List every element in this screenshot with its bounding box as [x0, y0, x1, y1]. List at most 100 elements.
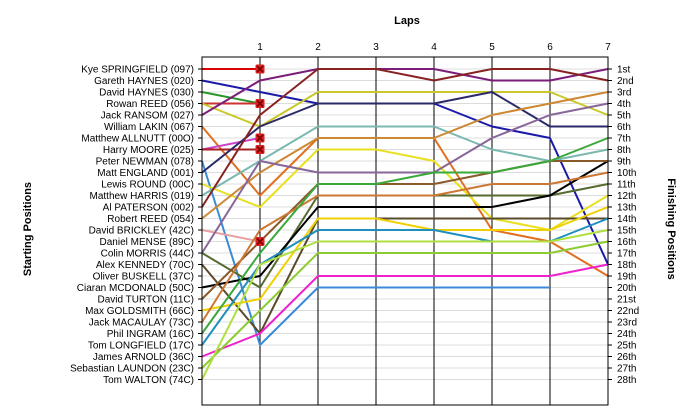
starting-position-label: Gareth HAYNES (020)	[94, 76, 194, 87]
retired-marker-cross	[256, 134, 264, 142]
series-line	[201, 160, 550, 346]
finishing-position-label: 19th	[617, 272, 636, 283]
series-line	[201, 68, 609, 208]
finishing-position-label: 25th	[617, 341, 636, 352]
y-axis-title-right: Finishing Positions	[665, 178, 677, 279]
starting-position-label: David TURTON (11C)	[97, 295, 194, 306]
starting-position-label: Tom LONGFIELD (17C)	[88, 341, 194, 352]
finishing-position-label: 21st	[617, 295, 636, 306]
series-line	[201, 171, 609, 323]
plot-frame	[201, 56, 609, 406]
starting-position-label: Alex KENNEDY (70C)	[96, 260, 194, 271]
finishing-position-label: 9th	[617, 157, 631, 168]
x-tick-label: 3	[373, 42, 379, 53]
starting-position-label: Ciaran MCDONALD (50C)	[77, 283, 194, 294]
x-tick-label: 2	[315, 42, 321, 53]
retired-marker-cross	[256, 99, 264, 108]
x-tick-label: 4	[431, 42, 437, 53]
series-line	[201, 160, 609, 289]
series-line	[201, 68, 609, 116]
y-axis-title-left: Starting Positions	[22, 182, 34, 276]
starting-position-label: Harry MOORE (025)	[103, 145, 194, 156]
starting-position-label: Matthew ALLNUTT (00O)	[81, 134, 194, 145]
series-line	[201, 91, 609, 220]
starting-position-label: Jack MACAULAY (73C)	[89, 318, 194, 329]
finishing-position-label: 5th	[617, 111, 631, 122]
retired-marker	[255, 99, 265, 108]
retired-marker-cross	[256, 65, 264, 73]
starting-position-label: Peter NEWMAN (078)	[96, 157, 194, 168]
finishing-position-label: 1st	[617, 65, 631, 76]
finishing-position-label: 12th	[617, 191, 636, 202]
finishing-position-label: 10th	[617, 168, 636, 179]
starting-position-label: Lewis ROUND (00C)	[101, 180, 194, 191]
x-tick-label: 7	[605, 42, 611, 53]
starting-position-label: Robert REED (054)	[107, 214, 194, 225]
retired-marker	[255, 237, 265, 246]
series-line	[201, 229, 609, 380]
starting-position-label: James ARNOLD (36C)	[93, 352, 194, 363]
starting-position-label: Phil INGRAM (16C)	[107, 329, 194, 340]
retired-marker	[255, 145, 265, 154]
finishing-position-label: 8th	[617, 145, 631, 156]
x-tick-label: 1	[257, 42, 263, 53]
series-line	[201, 240, 609, 369]
starting-position-label: David BRICKLEY (42C)	[89, 226, 194, 237]
series-line	[201, 91, 608, 174]
x-axis-title: Laps	[394, 15, 420, 27]
finishing-position-label: 20th	[617, 283, 636, 294]
finishing-position-label: 15th	[617, 226, 636, 237]
finishing-position-label: 18th	[617, 260, 636, 271]
finishing-position-label: 27th	[617, 364, 636, 375]
retired-markers	[255, 64, 265, 246]
series-line	[201, 206, 609, 312]
finishing-position-label: 3rd	[617, 88, 631, 99]
finishing-position-label: 14th	[617, 214, 636, 225]
series-line	[201, 102, 609, 254]
finishing-position-label: 26th	[617, 352, 636, 363]
finishing-position-label: 6th	[617, 122, 631, 133]
retired-marker	[255, 64, 265, 74]
axis-labels: 1 2 3 4 5 6 7 Kye SPRINGFIELD (097)Gareth HAYNE…	[70, 42, 639, 386]
retired-marker-cross	[256, 237, 264, 246]
series-line	[201, 137, 609, 335]
starting-position-label: Matt ENGLAND (001)	[97, 168, 194, 179]
finishing-position-label: 17th	[617, 249, 636, 260]
starting-position-label: Max GOLDSMITH (66C)	[85, 306, 194, 317]
starting-position-label: Jack RANSOM (027)	[101, 111, 194, 122]
starting-position-label: David HAYNES (030)	[99, 88, 194, 99]
finishing-position-label: 28th	[617, 375, 636, 386]
finishing-position-label: 2nd	[617, 76, 634, 87]
starting-position-label: Al PATERSON (002)	[103, 203, 194, 214]
starting-position-label: Sebastian LAUNDON (23C)	[70, 364, 194, 375]
finishing-position-label: 23rd	[617, 318, 637, 329]
starting-position-label: Oliver BUSKELL (37C)	[93, 272, 194, 283]
series-line	[201, 148, 609, 231]
finishing-position-label: 13th	[617, 203, 636, 214]
series-line	[201, 229, 261, 243]
x-tick-label: 5	[489, 42, 495, 53]
series-lines	[201, 68, 609, 380]
retired-marker-cross	[256, 145, 264, 154]
starting-position-label: Rowan REED (056)	[106, 99, 194, 110]
starting-position-label: Kye SPRINGFIELD (097)	[81, 65, 194, 76]
finishing-position-label: 22nd	[617, 306, 639, 317]
finishing-position-label: 7th	[617, 134, 631, 145]
series-line	[201, 217, 608, 335]
retired-marker	[255, 133, 265, 143]
series-line	[201, 91, 609, 128]
series-line	[201, 263, 609, 358]
finishing-position-label: 11th	[617, 180, 636, 191]
starting-position-label: Daniel MENSE (89C)	[100, 237, 194, 248]
series-line	[201, 137, 261, 151]
series-line	[201, 125, 609, 197]
starting-position-label: Matthew HARRIS (019)	[90, 191, 194, 202]
starting-position-label: Tom WALTON (74C)	[103, 375, 194, 386]
finishing-position-label: 24th	[617, 329, 636, 340]
starting-position-label: Colin MORRIS (44C)	[101, 249, 194, 260]
finishing-position-label: 16th	[617, 237, 636, 248]
x-tick-label: 6	[547, 42, 553, 53]
finishing-position-label: 4th	[617, 99, 631, 110]
starting-position-label: William LAKIN (067)	[104, 122, 194, 133]
